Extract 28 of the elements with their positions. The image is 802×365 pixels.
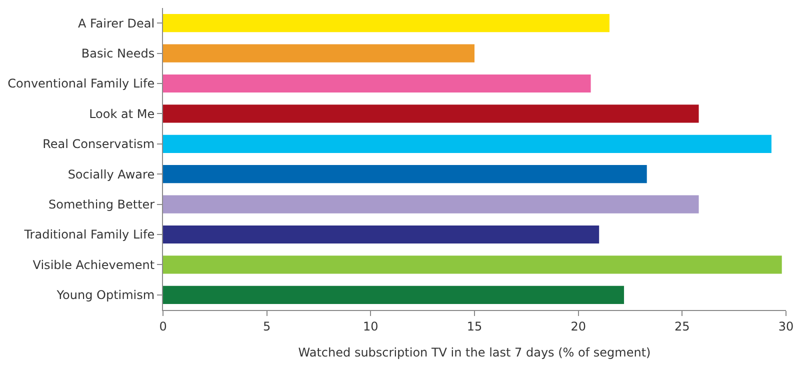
bar bbox=[163, 286, 624, 304]
y-tick-label: Traditional Family Life bbox=[23, 228, 155, 242]
y-tick-label: Basic Needs bbox=[81, 46, 155, 60]
bar bbox=[163, 256, 782, 274]
y-tick-label: Visible Achievement bbox=[32, 258, 155, 272]
bar bbox=[163, 225, 600, 244]
bar bbox=[163, 74, 591, 93]
x-tick-label: 25 bbox=[674, 319, 690, 334]
x-tick-label: 0 bbox=[159, 319, 167, 334]
bar bbox=[163, 14, 610, 32]
bar bbox=[163, 104, 699, 123]
x-tick-label: 20 bbox=[570, 319, 586, 334]
bar bbox=[163, 134, 772, 153]
x-tick-label: 30 bbox=[778, 319, 794, 334]
y-tick-label: Look at Me bbox=[89, 106, 155, 121]
y-tick-label: Young Optimism bbox=[56, 288, 155, 302]
bar bbox=[163, 195, 699, 214]
x-axis-title: Watched subscription TV in the last 7 days (% of segment) bbox=[298, 345, 651, 360]
y-tick-label: A Fairer Deal bbox=[78, 16, 155, 30]
y-tick-label: Socially Aware bbox=[68, 167, 155, 182]
x-tick-label: 10 bbox=[363, 319, 378, 334]
y-tick-label: Real Conservatism bbox=[42, 137, 155, 152]
bar bbox=[163, 165, 647, 184]
y-tick-label: Conventional Family Life bbox=[8, 76, 155, 91]
y-tick-label: Something Better bbox=[48, 198, 155, 212]
x-tick-label: 5 bbox=[263, 319, 271, 334]
x-tick-label: 15 bbox=[466, 319, 482, 334]
bar bbox=[163, 44, 474, 62]
